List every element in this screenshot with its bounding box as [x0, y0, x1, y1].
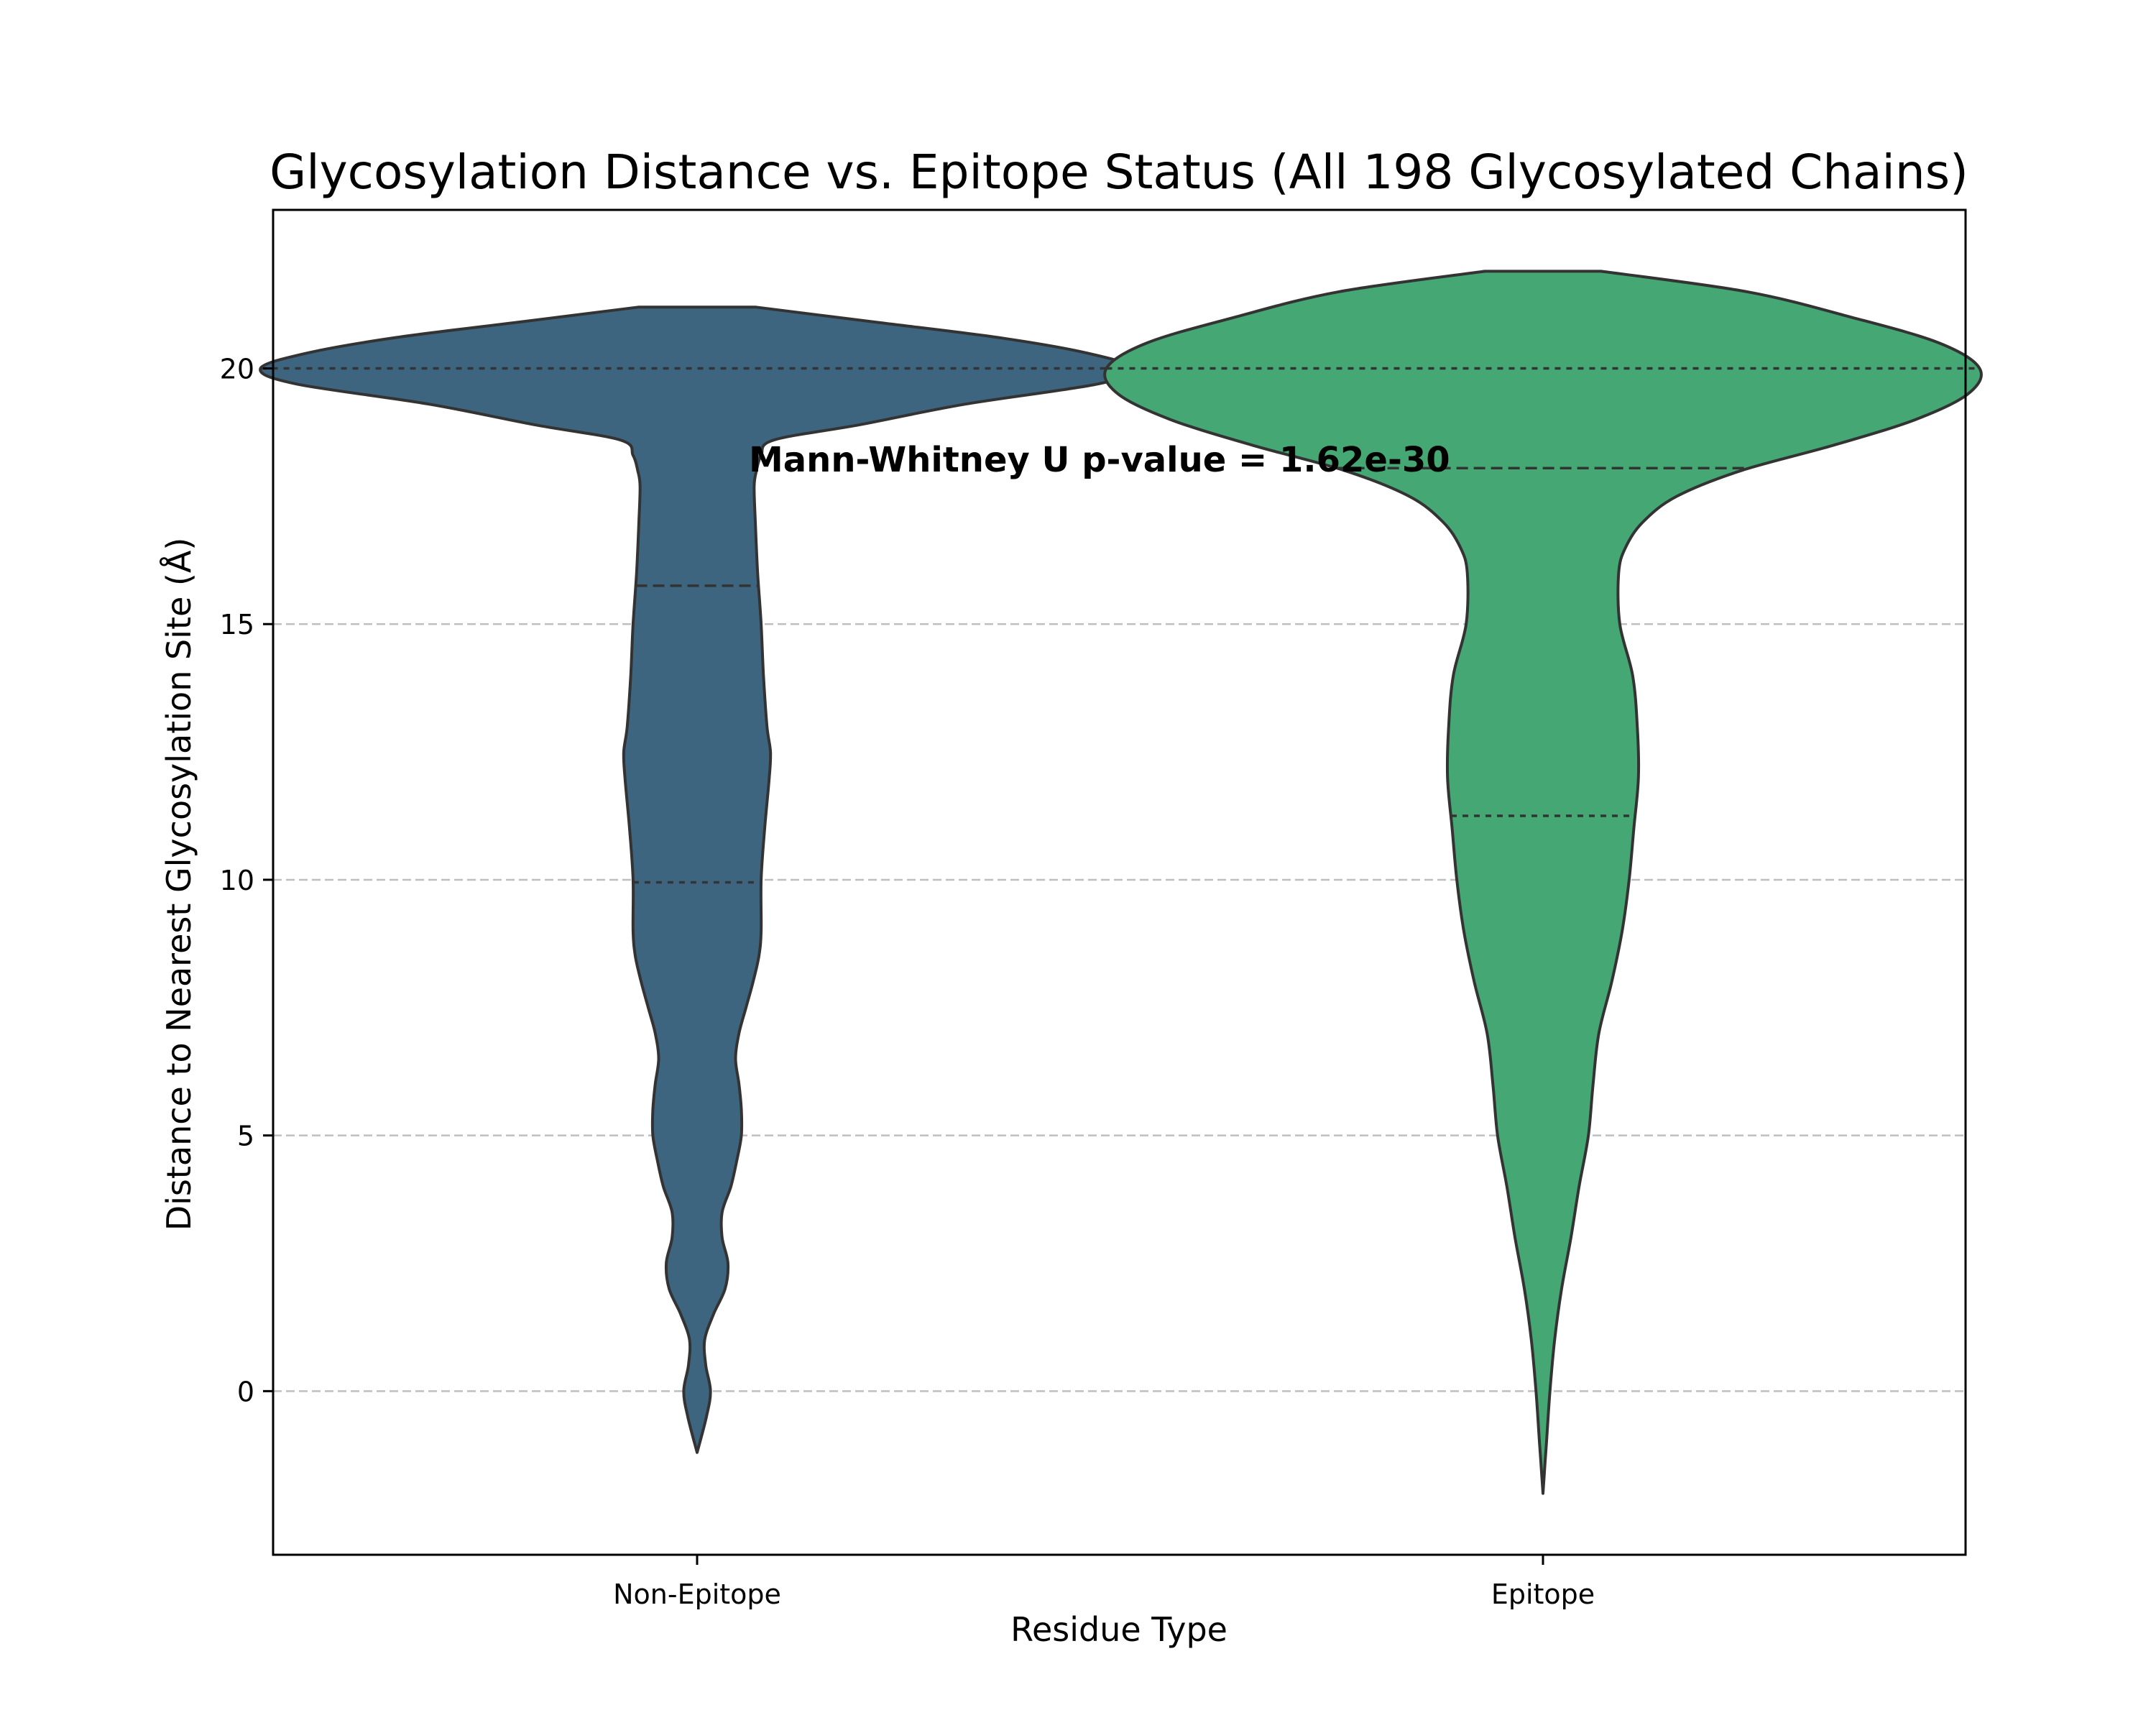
- y-axis-label: Distance to Nearest Glycosylation Site (…: [160, 538, 198, 1231]
- x-tick-label-epitope: Epitope: [1491, 1578, 1595, 1610]
- axes: 0 5 10 15 20 Non-Epitope Epitope: [220, 208, 1967, 1610]
- violin-non-epitope: [259, 305, 1135, 1454]
- plot-frame: [272, 208, 1967, 1556]
- chart-title: Glycosylation Distance vs. Epitope Statu…: [270, 144, 1968, 200]
- y-tick-label-20: 20: [220, 354, 254, 385]
- x-axis-label: Residue Type: [1010, 1610, 1227, 1649]
- y-tick-label-10: 10: [220, 865, 254, 896]
- y-tick-label-15: 15: [220, 609, 254, 640]
- x-tick-label-non-epitope: Non-Epitope: [613, 1578, 781, 1610]
- violins: [259, 270, 1983, 1495]
- y-tick-label-5: 5: [237, 1121, 254, 1152]
- p-value-annotation: Mann-Whitney U p-value = 1.62e-30: [749, 440, 1450, 480]
- y-tick-label-0: 0: [237, 1376, 254, 1407]
- violin-epitope: [1103, 270, 1983, 1495]
